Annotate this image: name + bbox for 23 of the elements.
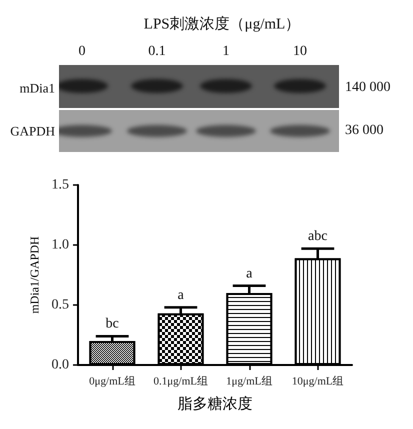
text: mDia1 <box>20 80 55 96</box>
x-axis-title: 脂多糖浓度 <box>178 396 252 412</box>
text: LPS刺激浓度（μg/mL） <box>144 16 300 32</box>
text: 36 000 <box>345 123 384 138</box>
y-tick-label: 1.5 <box>52 178 69 192</box>
annotation: a <box>178 288 185 303</box>
text: 10 <box>293 44 307 59</box>
x-tick-label: 0μg/mL组 <box>89 376 136 388</box>
y-axis-title: mDia1/GAPDH <box>28 236 42 314</box>
text: 1 <box>222 44 230 59</box>
text: GAPDH <box>10 124 55 138</box>
x-tick-label: 0.1μg/mL组 <box>154 376 208 388</box>
x-tick-label: 10μg/mL组 <box>292 376 344 388</box>
text: 0.1 <box>148 44 166 59</box>
y-tick-label: 0.5 <box>52 298 69 312</box>
x-tick-label: 1μg/mL组 <box>226 376 272 388</box>
text: 140 000 <box>345 80 390 95</box>
y-tick-label: 0.0 <box>52 358 69 372</box>
y-tick-label: 1.0 <box>52 238 69 252</box>
annotation: abc <box>308 229 328 244</box>
text: 0 <box>78 44 86 59</box>
annotation: a <box>246 266 254 282</box>
annotation: bc <box>106 316 119 332</box>
